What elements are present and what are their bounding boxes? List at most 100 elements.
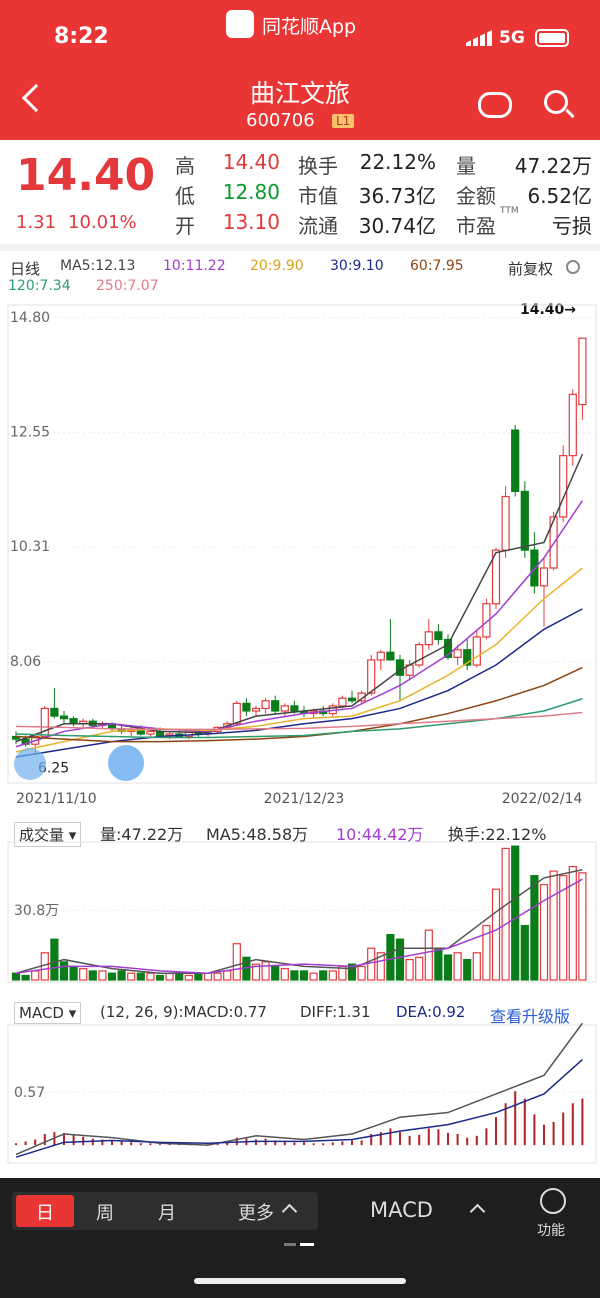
volume-bar bbox=[251, 963, 261, 981]
candle-body bbox=[271, 700, 280, 712]
field-value: 36.73亿 bbox=[358, 184, 436, 208]
candle-body bbox=[386, 651, 395, 661]
candle-body bbox=[338, 697, 347, 707]
app-name[interactable]: 同花顺App bbox=[262, 16, 357, 38]
candle-body bbox=[482, 603, 491, 638]
candle-body bbox=[280, 705, 289, 712]
field-value: 22.12% bbox=[359, 150, 436, 174]
field-sup: TTM bbox=[500, 206, 519, 216]
volume-selector[interactable]: 成交量 ▾ bbox=[14, 822, 82, 847]
candle-body bbox=[232, 702, 241, 725]
candle bbox=[424, 619, 433, 650]
candle bbox=[40, 705, 49, 740]
divider bbox=[0, 244, 600, 251]
candle bbox=[386, 619, 395, 661]
volume-bar bbox=[386, 934, 395, 981]
candle-body bbox=[367, 659, 376, 694]
volume-bar bbox=[98, 970, 107, 981]
volume-stat: MA5:48.58万 bbox=[206, 825, 309, 844]
volume-bar bbox=[395, 938, 405, 981]
volume-bar bbox=[107, 972, 117, 981]
date-label: 2022/02/14 bbox=[502, 791, 583, 807]
upgrade-link[interactable]: 查看升级版 bbox=[490, 1007, 571, 1026]
tab[interactable]: 月 bbox=[158, 1203, 176, 1224]
home-indicator bbox=[194, 1278, 406, 1284]
ma-line bbox=[15, 500, 584, 748]
volume-ma-line bbox=[15, 869, 583, 974]
func-icon[interactable] bbox=[540, 1188, 566, 1214]
robot-icon[interactable] bbox=[478, 92, 512, 118]
y-tick-label: 0.57 bbox=[14, 1085, 45, 1101]
candle-body bbox=[511, 429, 520, 492]
search-button[interactable] bbox=[544, 90, 568, 114]
y-tick-label: 12.55 bbox=[10, 425, 50, 441]
candle-body bbox=[242, 702, 251, 712]
field-value: 13.10 bbox=[222, 210, 280, 234]
level-badge: L1 bbox=[332, 114, 355, 128]
volume-bar bbox=[482, 924, 491, 981]
top-bar: 8:22 同花顺App 5G 曲江文旅 600706 L1 bbox=[0, 0, 600, 140]
volume-bar bbox=[367, 947, 376, 981]
volume-bar bbox=[453, 952, 462, 981]
tab[interactable]: 更多 bbox=[238, 1203, 274, 1224]
adjust-button[interactable]: 前复权 bbox=[508, 260, 554, 278]
candle bbox=[88, 718, 97, 727]
panel-frame bbox=[7, 1024, 597, 1164]
volume-bar bbox=[520, 924, 529, 981]
candle bbox=[271, 695, 280, 714]
candle-body bbox=[434, 631, 443, 641]
candle-body bbox=[568, 393, 577, 457]
candle bbox=[395, 654, 405, 701]
volume-bar bbox=[559, 875, 568, 981]
candle-body bbox=[136, 729, 145, 735]
expand-button[interactable] bbox=[108, 745, 144, 781]
candle bbox=[251, 705, 261, 717]
volume-bar bbox=[434, 947, 443, 981]
volume-bar bbox=[319, 970, 328, 981]
volume-bar bbox=[21, 974, 30, 981]
field-value: 12.80 bbox=[222, 180, 280, 204]
macd-selector[interactable]: MACD ▾ bbox=[14, 1002, 82, 1024]
tab[interactable]: 周 bbox=[96, 1203, 114, 1224]
candle bbox=[472, 629, 481, 668]
candle-body bbox=[472, 636, 481, 666]
candle bbox=[530, 532, 539, 594]
volume-bar bbox=[146, 972, 155, 981]
page-dot bbox=[284, 1243, 296, 1246]
volume-bar bbox=[472, 952, 481, 981]
func-label: 功能 bbox=[537, 1223, 565, 1239]
volume-bar bbox=[11, 972, 21, 981]
candle bbox=[501, 486, 510, 558]
candle-body bbox=[463, 649, 472, 666]
y-tick-label: 14.80 bbox=[10, 310, 50, 326]
candle-body bbox=[539, 567, 549, 587]
ma-legend-item: MA5:12.13 bbox=[60, 258, 136, 274]
period: 日线 bbox=[10, 260, 41, 278]
scroll-button[interactable] bbox=[14, 748, 46, 780]
indicator-tab[interactable]: MACD bbox=[370, 1198, 433, 1222]
candle-body bbox=[491, 549, 501, 605]
candle-body bbox=[376, 651, 385, 661]
volume-bar bbox=[357, 965, 366, 981]
price: 14.40 bbox=[16, 150, 156, 201]
field-value: 14.40 bbox=[222, 150, 280, 174]
macd-stat: DIFF:1.31 bbox=[300, 1003, 371, 1021]
volume-bar bbox=[424, 929, 433, 981]
ma-legend-item: 250:7.07 bbox=[96, 278, 159, 294]
candle bbox=[434, 624, 443, 645]
candle bbox=[261, 698, 270, 714]
candle bbox=[463, 639, 472, 671]
volume-bar bbox=[203, 972, 213, 981]
volume-bar bbox=[31, 970, 40, 981]
macd-stat: DEA:0.92 bbox=[396, 1003, 466, 1021]
candle-body bbox=[424, 631, 433, 646]
volume-bar bbox=[539, 884, 549, 981]
network: 5G bbox=[499, 28, 525, 48]
settings-icon[interactable] bbox=[566, 260, 580, 274]
volume-bar bbox=[568, 865, 577, 981]
tab[interactable]: 日 bbox=[36, 1203, 54, 1224]
candle-body bbox=[395, 659, 405, 676]
field-label: 市盈 bbox=[456, 214, 496, 238]
field-label: 金额 bbox=[456, 184, 496, 208]
